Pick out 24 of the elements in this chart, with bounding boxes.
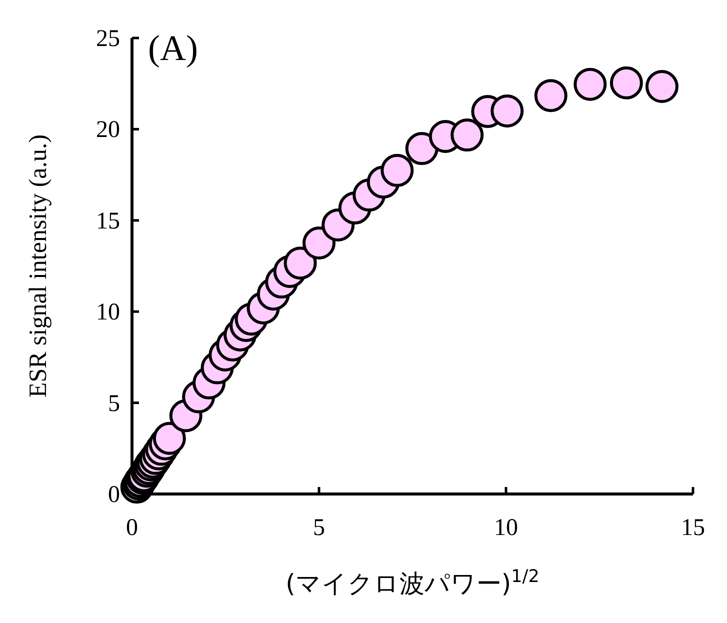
x-axis-title: (マイクロ波パワー)$^{1/2}$: [286, 567, 540, 598]
point: [284, 246, 317, 280]
point: [610, 66, 643, 100]
point: [450, 118, 484, 152]
point: [574, 68, 607, 101]
annotation: (A): [148, 28, 198, 68]
x-tick-label: 0: [126, 515, 138, 541]
y-tick-label: 15: [96, 208, 120, 234]
y-tick-label: 20: [96, 117, 120, 144]
point: [405, 132, 438, 166]
point: [490, 94, 524, 128]
x-tick-label: 10: [494, 515, 518, 541]
y-tick-label: 10: [96, 300, 120, 326]
point: [152, 422, 186, 455]
x-tick-label: 15: [681, 515, 705, 541]
y-tick-label: 0: [108, 482, 120, 508]
point: [534, 79, 568, 112]
point: [645, 70, 678, 104]
point: [380, 154, 414, 187]
y-tick-label: 5: [108, 390, 120, 417]
x-tick-label: 5: [313, 515, 325, 541]
y-axis-title: ESR signal intensity (a.u.): [25, 134, 52, 398]
y-tick-label: 25: [96, 26, 120, 52]
point: [302, 226, 336, 260]
